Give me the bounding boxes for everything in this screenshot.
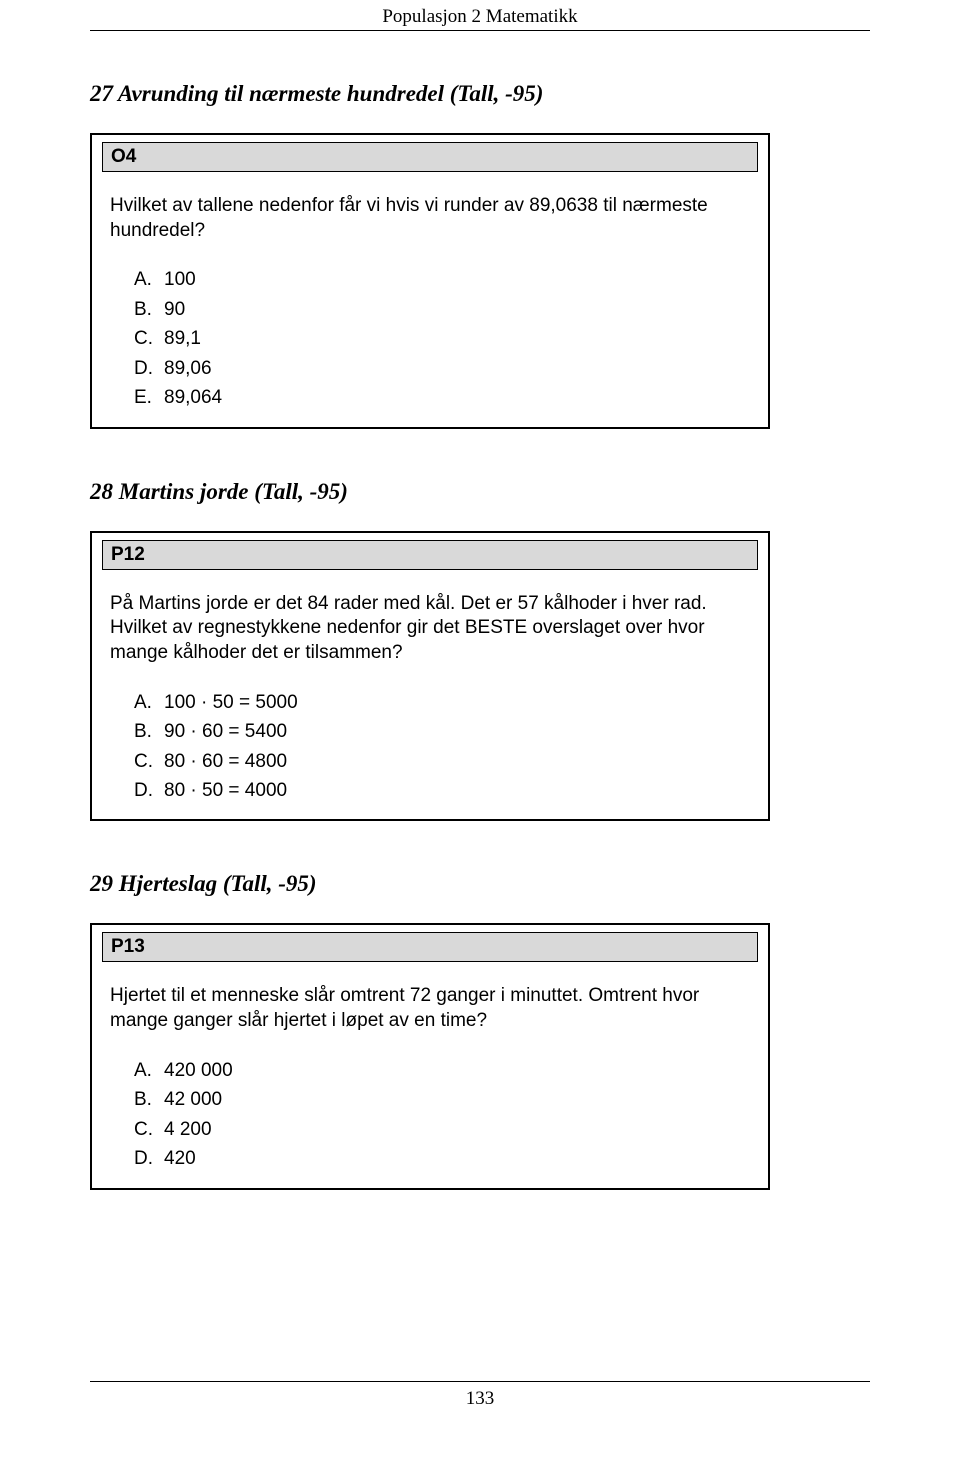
question-code: O4: [102, 142, 758, 172]
option-b: B.90: [134, 295, 750, 324]
option-a: A.100 · 50 = 5000: [134, 688, 750, 717]
question-text: Hvilket av tallene nedenfor får vi hvis …: [92, 178, 768, 247]
section-title-29: 29 Hjerteslag (Tall, -95): [90, 871, 870, 897]
option-value: 89,06: [164, 354, 212, 383]
option-d: D.80 · 50 = 4000: [134, 776, 750, 805]
question-text: På Martins jorde er det 84 rader med kål…: [92, 576, 768, 670]
option-value: 90: [164, 295, 185, 324]
option-value: 420 000: [164, 1056, 233, 1085]
question-code-wrap: O4: [92, 135, 768, 178]
option-a: A.420 000: [134, 1056, 750, 1085]
option-b: B.90 · 60 = 5400: [134, 717, 750, 746]
option-d: D.420: [134, 1144, 750, 1173]
option-value: 90 · 60 = 5400: [164, 717, 287, 746]
section-title-27: 27 Avrunding til nærmeste hundredel (Tal…: [90, 81, 870, 107]
question-options: A.100 B.90 C.89,1 D.89,06 E.89,064: [92, 247, 768, 426]
option-letter: C.: [134, 324, 164, 353]
option-value: 89,1: [164, 324, 201, 353]
option-letter: B.: [134, 1085, 164, 1114]
option-c: C.89,1: [134, 324, 750, 353]
option-value: 42 000: [164, 1085, 222, 1114]
question-code-wrap: P13: [92, 925, 768, 968]
option-letter: B.: [134, 295, 164, 324]
option-letter: C.: [134, 1115, 164, 1144]
option-letter: D.: [134, 1144, 164, 1173]
question-options: A.100 · 50 = 5000 B.90 · 60 = 5400 C.80 …: [92, 670, 768, 820]
option-value: 89,064: [164, 383, 222, 412]
header-rule: [90, 30, 870, 31]
option-letter: A.: [134, 1056, 164, 1085]
question-box-29: P13 Hjertet til et menneske slår omtrent…: [90, 923, 770, 1189]
option-e: E.89,064: [134, 383, 750, 412]
question-box-27: O4 Hvilket av tallene nedenfor får vi hv…: [90, 133, 770, 429]
option-value: 420: [164, 1144, 196, 1173]
option-c: C.80 · 60 = 4800: [134, 747, 750, 776]
page: Populasjon 2 Matematikk 27 Avrunding til…: [0, 0, 960, 1420]
option-letter: D.: [134, 354, 164, 383]
option-c: C.4 200: [134, 1115, 750, 1144]
option-a: A.100: [134, 265, 750, 294]
header-title: Populasjon 2 Matematikk: [90, 0, 870, 30]
option-value: 80 · 60 = 4800: [164, 747, 287, 776]
page-number: 133: [0, 1388, 960, 1410]
option-b: B.42 000: [134, 1085, 750, 1114]
section-title-28: 28 Martins jorde (Tall, -95): [90, 479, 870, 505]
question-box-28: P12 På Martins jorde er det 84 rader med…: [90, 531, 770, 822]
option-d: D.89,06: [134, 354, 750, 383]
question-code: P12: [102, 540, 758, 570]
option-letter: E.: [134, 383, 164, 412]
option-letter: C.: [134, 747, 164, 776]
option-letter: A.: [134, 688, 164, 717]
footer-rule: [90, 1381, 870, 1382]
option-value: 4 200: [164, 1115, 212, 1144]
option-value: 80 · 50 = 4000: [164, 776, 287, 805]
question-code: P13: [102, 932, 758, 962]
question-options: A.420 000 B.42 000 C.4 200 D.420: [92, 1038, 768, 1188]
option-letter: A.: [134, 265, 164, 294]
option-letter: D.: [134, 776, 164, 805]
option-value: 100: [164, 265, 196, 294]
option-letter: B.: [134, 717, 164, 746]
option-value: 100 · 50 = 5000: [164, 688, 298, 717]
question-code-wrap: P12: [92, 533, 768, 576]
question-text: Hjertet til et menneske slår omtrent 72 …: [92, 968, 768, 1037]
